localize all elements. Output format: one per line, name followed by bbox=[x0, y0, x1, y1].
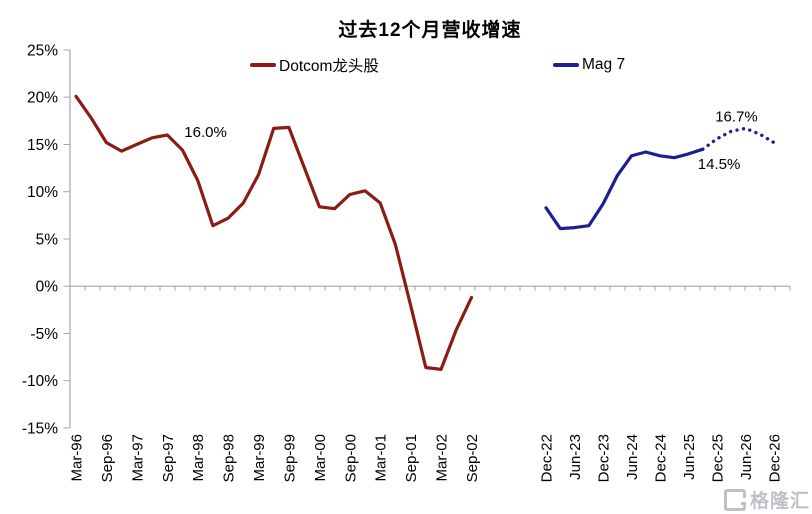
x-tick-label: Mar-00 bbox=[312, 434, 329, 482]
x-tick-label: Sep-00 bbox=[342, 434, 359, 482]
x-tick-label: Mar-96 bbox=[69, 434, 86, 482]
x-tick-label: Mar-01 bbox=[373, 434, 390, 482]
legend-label-dotcom: Dotcom龙头股 bbox=[279, 58, 379, 75]
x-tick-label: Sep-96 bbox=[99, 434, 116, 482]
x-tick-label: Jun-25 bbox=[681, 434, 698, 480]
x-tick-label: Dec-24 bbox=[653, 434, 670, 482]
legend-item-mag7: Mag 7 bbox=[553, 56, 625, 74]
gelonghui-logo-icon bbox=[723, 488, 746, 511]
x-tick-label: Sep-99 bbox=[281, 434, 298, 482]
y-tick-label: -5% bbox=[30, 326, 58, 343]
y-tick-label: 25% bbox=[27, 42, 58, 59]
series-line-2 bbox=[701, 126, 776, 151]
series-line-1 bbox=[544, 147, 705, 231]
legend-item-dotcom: Dotcom龙头股 bbox=[250, 56, 379, 75]
x-tick-label: Mar-98 bbox=[190, 434, 207, 482]
x-tick-label: Dec-22 bbox=[539, 434, 556, 482]
annotation-label: 16.7% bbox=[715, 108, 758, 125]
y-tick-label: 0% bbox=[36, 279, 59, 296]
x-tick-label: Mar-02 bbox=[434, 434, 451, 482]
y-tick-label: 5% bbox=[36, 231, 59, 248]
x-tick-label: Sep-98 bbox=[221, 434, 238, 482]
y-tick-label: -15% bbox=[22, 420, 58, 437]
annotation-label: 16.0% bbox=[184, 124, 227, 141]
annotation-label: 14.5% bbox=[698, 156, 741, 173]
legend-label-mag7: Mag 7 bbox=[582, 56, 626, 73]
x-tick-label: Sep-01 bbox=[403, 434, 420, 482]
y-tick-label: 10% bbox=[27, 184, 58, 201]
x-tick-label: Mar-97 bbox=[129, 434, 146, 482]
x-tick-label: Sep-97 bbox=[160, 434, 177, 482]
x-tick-label: Dec-26 bbox=[767, 434, 784, 482]
x-tick-label: Dec-25 bbox=[710, 434, 727, 482]
series-line-0 bbox=[74, 94, 474, 371]
chart-title: 过去12个月营收增速 bbox=[338, 20, 522, 41]
x-tick-label: Jun-24 bbox=[624, 434, 641, 480]
y-tick-label: 15% bbox=[27, 137, 58, 154]
x-tick-label: Jun-23 bbox=[567, 434, 584, 480]
mag7-line-swatch-icon bbox=[553, 63, 579, 67]
x-tick-label: Mar-99 bbox=[251, 434, 268, 482]
dotcom-line-swatch-icon bbox=[250, 63, 276, 67]
y-tick-label: -10% bbox=[22, 373, 58, 390]
gelonghui-watermark: 格隆汇 bbox=[723, 486, 810, 513]
gelonghui-watermark-text: 格隆汇 bbox=[749, 491, 810, 512]
y-tick-label: 20% bbox=[27, 90, 58, 107]
x-tick-label: Dec-23 bbox=[596, 434, 613, 482]
x-tick-label: Sep-02 bbox=[464, 434, 481, 482]
x-tick-label: Jun-26 bbox=[738, 434, 755, 480]
